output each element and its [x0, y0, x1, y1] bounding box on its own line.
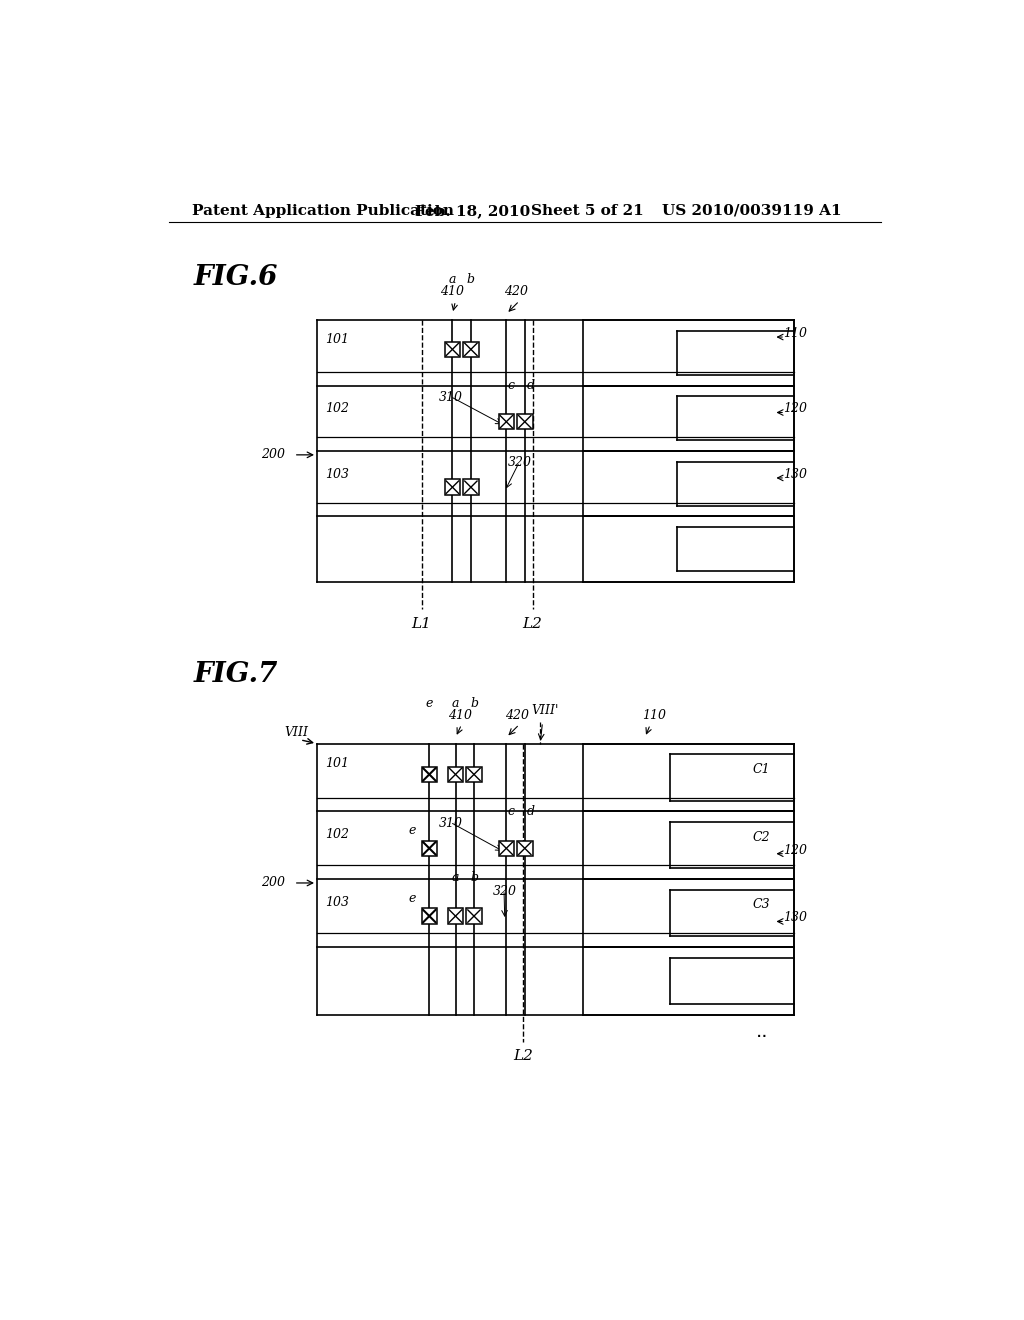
- Text: 420: 420: [505, 709, 529, 722]
- Bar: [422, 908, 437, 924]
- Text: 102: 102: [325, 403, 349, 416]
- Text: 101: 101: [325, 333, 349, 346]
- Text: c: c: [508, 805, 515, 818]
- Bar: [447, 908, 463, 924]
- Bar: [422, 767, 437, 781]
- Text: 410: 410: [440, 285, 465, 298]
- Bar: [444, 479, 460, 495]
- Bar: [466, 908, 481, 924]
- Text: 103: 103: [325, 469, 349, 480]
- Text: b: b: [470, 697, 478, 710]
- Text: ..: ..: [756, 1022, 768, 1041]
- Text: a: a: [452, 871, 459, 884]
- Text: 130: 130: [783, 912, 808, 924]
- Text: b: b: [470, 871, 478, 884]
- Text: a: a: [449, 273, 456, 286]
- Text: L2: L2: [522, 616, 543, 631]
- Text: L1: L1: [412, 616, 431, 631]
- Text: FIG.7: FIG.7: [194, 661, 279, 688]
- Bar: [463, 342, 478, 358]
- Text: e: e: [409, 892, 416, 906]
- Text: 120: 120: [783, 843, 808, 857]
- Text: 102: 102: [325, 829, 349, 841]
- Text: a: a: [452, 697, 459, 710]
- Text: 320: 320: [493, 884, 516, 898]
- Text: C1: C1: [753, 763, 770, 776]
- Text: d: d: [526, 805, 535, 818]
- Text: 200: 200: [260, 876, 285, 890]
- Text: VIII': VIII': [531, 705, 558, 717]
- Text: 130: 130: [783, 469, 808, 480]
- Text: e: e: [409, 825, 416, 837]
- Bar: [517, 414, 532, 429]
- Text: c: c: [508, 379, 515, 392]
- Text: 410: 410: [449, 709, 472, 722]
- Bar: [444, 342, 460, 358]
- Text: 120: 120: [783, 403, 808, 416]
- Text: FIG.6: FIG.6: [194, 264, 279, 292]
- Bar: [447, 767, 463, 781]
- Text: b: b: [467, 273, 475, 286]
- Bar: [463, 479, 478, 495]
- Bar: [499, 414, 514, 429]
- Text: e: e: [426, 697, 433, 710]
- Text: 110: 110: [783, 327, 808, 341]
- Bar: [499, 841, 514, 857]
- Text: 320: 320: [508, 457, 531, 470]
- Text: 103: 103: [325, 896, 349, 909]
- Text: C2: C2: [753, 830, 770, 843]
- Text: C3: C3: [753, 899, 770, 911]
- Text: 310: 310: [438, 817, 463, 830]
- Text: Sheet 5 of 21: Sheet 5 of 21: [531, 203, 644, 218]
- Text: d: d: [526, 379, 535, 392]
- Text: 420: 420: [504, 285, 527, 298]
- Text: 310: 310: [438, 391, 463, 404]
- Bar: [517, 841, 532, 857]
- Text: Feb. 18, 2010: Feb. 18, 2010: [416, 203, 530, 218]
- Text: Patent Application Publication: Patent Application Publication: [193, 203, 455, 218]
- Text: L2: L2: [513, 1049, 534, 1064]
- Text: 110: 110: [642, 709, 667, 722]
- Text: US 2010/0039119 A1: US 2010/0039119 A1: [662, 203, 842, 218]
- Text: 200: 200: [260, 449, 285, 462]
- Text: 101: 101: [325, 756, 349, 770]
- Bar: [466, 767, 481, 781]
- Text: VIII: VIII: [284, 726, 308, 739]
- Bar: [422, 841, 437, 857]
